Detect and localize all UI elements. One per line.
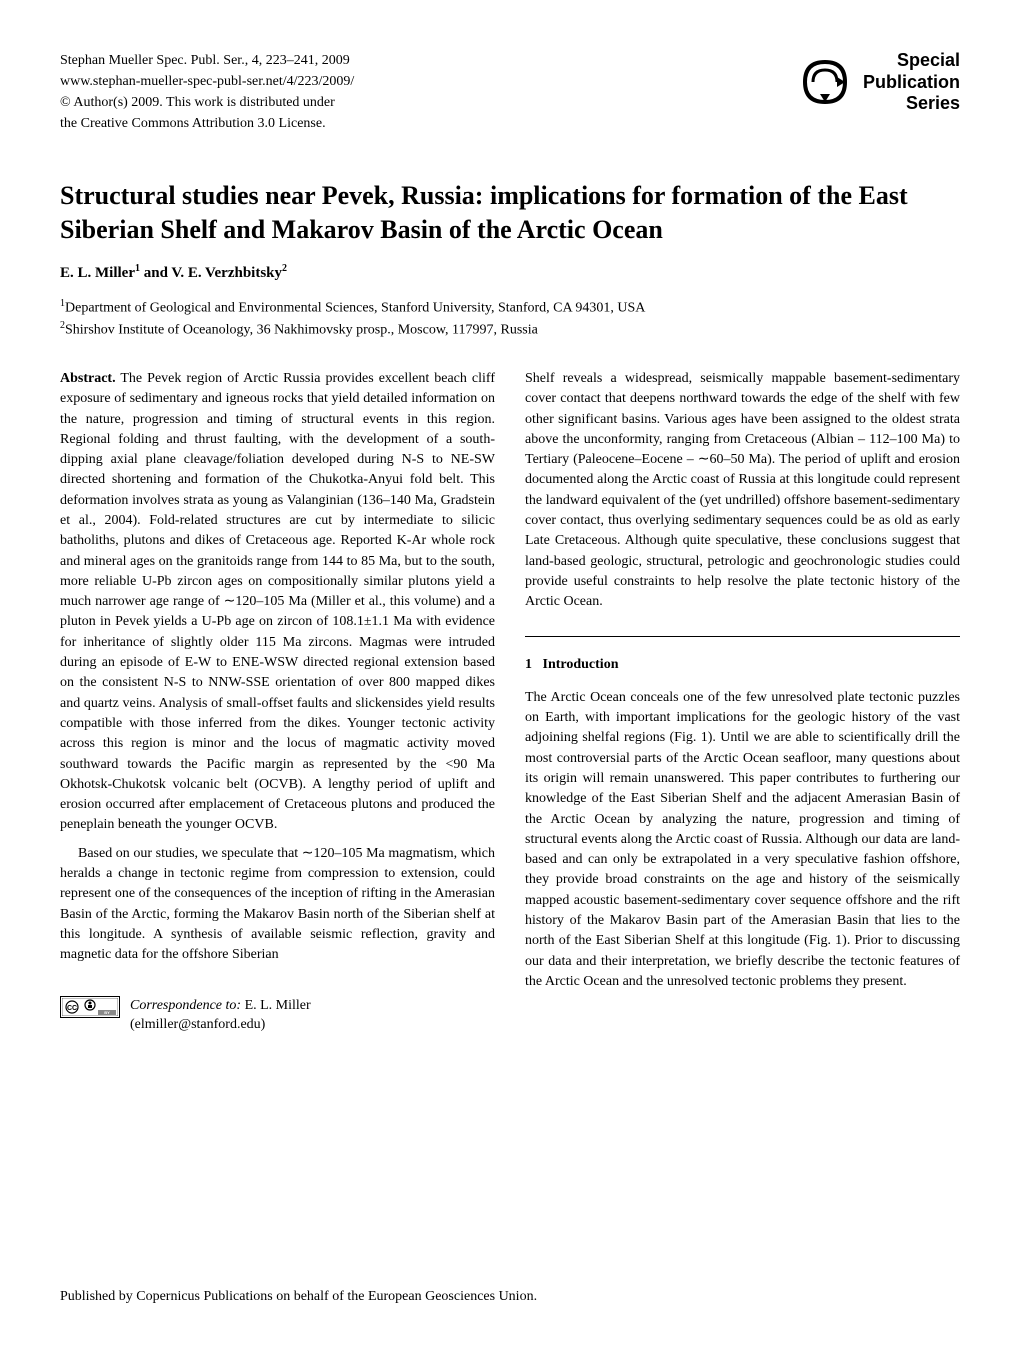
- correspondence-text: Correspondence to: E. L. Miller (elmille…: [130, 996, 311, 1035]
- affiliation-line: 2Shirshov Institute of Oceanology, 36 Na…: [60, 318, 960, 341]
- correspondence-label: Correspondence to:: [130, 998, 241, 1013]
- correspondence-name: E. L. Miller: [241, 998, 311, 1013]
- citation-block: Stephan Mueller Spec. Publ. Ser., 4, 223…: [60, 50, 354, 134]
- section-number: 1: [525, 657, 532, 672]
- citation-url: www.stephan-mueller-spec-publ-ser.net/4/…: [60, 71, 354, 92]
- affil-text: Department of Geological and Environment…: [65, 300, 645, 315]
- article-title: Structural studies near Pevek, Russia: i…: [60, 179, 960, 247]
- logo-block: Special Publication Series: [795, 50, 960, 115]
- affil-text: Shirshov Institute of Oceanology, 36 Nak…: [65, 323, 538, 338]
- logo-text: Special Publication Series: [863, 50, 960, 115]
- cc-license-icon: CC BY: [60, 996, 120, 1018]
- svg-text:CC: CC: [67, 1005, 77, 1012]
- correspondence-email: (elmiller@stanford.edu): [130, 1015, 311, 1035]
- affiliations-block: 1Department of Geological and Environmen…: [60, 296, 960, 341]
- logo-text-line: Publication: [863, 72, 960, 94]
- abstract-label: Abstract.: [60, 371, 116, 386]
- section-title: Introduction: [543, 657, 619, 672]
- author-name: V. E. Verzhbitsky: [171, 265, 282, 281]
- abstract-paragraph-2: Based on our studies, we speculate that …: [60, 844, 495, 966]
- intro-paragraph: The Arctic Ocean conceals one of the few…: [525, 688, 960, 992]
- logo-text-line: Series: [863, 93, 960, 115]
- affiliation-line: 1Department of Geological and Environmen…: [60, 296, 960, 319]
- section-divider: [525, 636, 960, 637]
- copyright-line: © Author(s) 2009. This work is distribut…: [60, 92, 354, 113]
- logo-container: Special Publication Series: [795, 50, 960, 115]
- author-name: E. L. Miller: [60, 265, 135, 281]
- logo-text-line: Special: [863, 50, 960, 72]
- author-affil-sup: 2: [282, 263, 287, 274]
- left-column: Abstract. The Pevek region of Arctic Rus…: [60, 369, 495, 1035]
- continuation-paragraph: Shelf reveals a widespread, seismically …: [525, 369, 960, 613]
- correspondence-block: CC BY Correspondence to: E. L. Miller (e…: [60, 996, 495, 1035]
- author-separator: and: [140, 265, 171, 281]
- page-header: Stephan Mueller Spec. Publ. Ser., 4, 223…: [60, 50, 960, 134]
- page-footer: Published by Copernicus Publications on …: [60, 1289, 537, 1305]
- authors-line: E. L. Miller1 and V. E. Verzhbitsky2: [60, 263, 960, 282]
- section-heading: 1 Introduction: [525, 655, 960, 675]
- license-line: the Creative Commons Attribution 3.0 Lic…: [60, 113, 354, 134]
- abstract-text: The Pevek region of Arctic Russia provid…: [60, 371, 495, 833]
- citation-line: Stephan Mueller Spec. Publ. Ser., 4, 223…: [60, 50, 354, 71]
- right-column: Shelf reveals a widespread, seismically …: [525, 369, 960, 1035]
- abstract-paragraph: Abstract. The Pevek region of Arctic Rus…: [60, 369, 495, 836]
- publication-logo-icon: [795, 52, 855, 112]
- svg-text:BY: BY: [104, 1010, 110, 1015]
- two-column-layout: Abstract. The Pevek region of Arctic Rus…: [60, 369, 960, 1035]
